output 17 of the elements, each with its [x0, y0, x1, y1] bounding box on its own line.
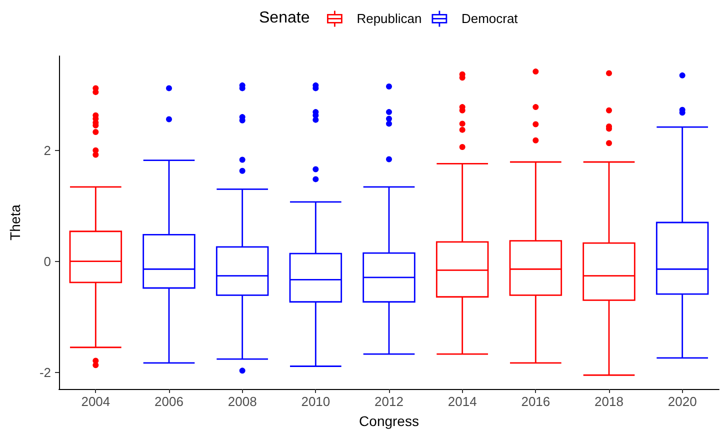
legend-label: Republican [356, 11, 422, 26]
legend-title: Senate [259, 10, 310, 26]
x-tick-label: 2014 [448, 394, 477, 409]
y-tick-label: -2 [39, 364, 51, 380]
x-tick-label: 2012 [374, 394, 404, 409]
x-tick-label: 2004 [81, 394, 110, 409]
x-tick-label: 2006 [154, 394, 184, 409]
x-tick-label: 2018 [594, 394, 624, 409]
y-axis-title: Theta [7, 204, 23, 240]
x-tick-label: 2008 [228, 394, 257, 409]
x-tick-label: 2016 [521, 394, 550, 409]
legend-label: Democrat [461, 11, 518, 26]
x-axis-title: Congress [359, 413, 419, 429]
x-tick-label: 2010 [301, 394, 330, 409]
y-tick-label: 0 [44, 254, 51, 269]
x-tick-label: 2020 [668, 394, 697, 409]
y-tick-label: 2 [44, 142, 51, 158]
